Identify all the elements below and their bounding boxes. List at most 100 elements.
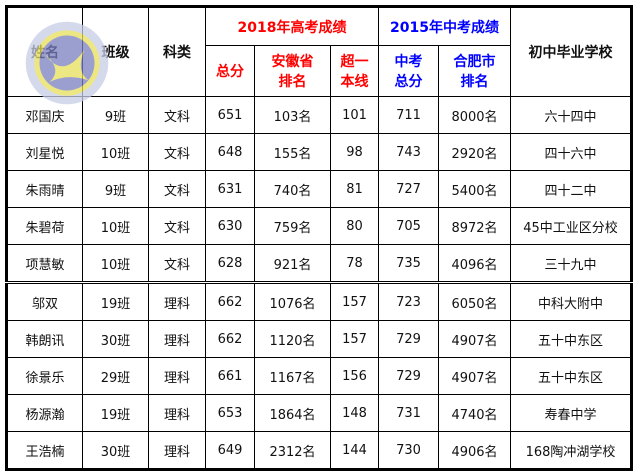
cell-province-rank: 155名 (254, 133, 331, 171)
cell-hefei-rank: 4740名 (438, 394, 511, 432)
cell-gaokao-total: 662 (205, 281, 255, 321)
cell-zhongkao-total: 731 (378, 394, 439, 432)
cell-over-line: 81 (330, 170, 379, 208)
cell-subject: 文科 (148, 170, 206, 208)
table-row: 朱雨晴 9班 文科 631 740名 81 727 5400名 四十二中 (6, 170, 632, 208)
cell-class: 10班 (82, 244, 149, 283)
cell-province-rank: 740名 (254, 170, 331, 208)
cell-over-line: 157 (330, 281, 379, 321)
cell-gaokao-total: 630 (205, 207, 255, 245)
cell-school: 中科大附中 (510, 281, 632, 321)
cell-province-rank: 921名 (254, 244, 331, 283)
cell-class: 30班 (82, 320, 149, 358)
cell-over-line: 156 (330, 357, 379, 395)
cell-name: 项慧敏 (6, 244, 83, 283)
cell-hefei-rank: 8972名 (438, 207, 511, 245)
cell-over-line: 157 (330, 320, 379, 358)
cell-province-rank: 1076名 (254, 281, 331, 321)
cell-province-rank: 1120名 (254, 320, 331, 358)
table-row: 韩朗讯 30班 理科 662 1120名 157 729 4907名 五十中东区 (6, 320, 632, 358)
table-row: 项慧敏 10班 文科 628 921名 78 735 4096名 三十九中 (6, 244, 632, 283)
cell-gaokao-total: 651 (205, 96, 255, 134)
cell-zhongkao-total: 705 (378, 207, 439, 245)
header-subject: 科类 (148, 6, 206, 97)
cell-subject: 文科 (148, 96, 206, 134)
cell-province-rank: 2312名 (254, 431, 331, 470)
cell-class: 19班 (82, 394, 149, 432)
cell-school: 四十二中 (510, 170, 632, 208)
cell-school: 五十中东区 (510, 357, 632, 395)
cell-name: 韩朗讯 (6, 320, 83, 358)
cell-class: 19班 (82, 281, 149, 321)
cell-gaokao-total: 653 (205, 394, 255, 432)
cell-province-rank: 103名 (254, 96, 331, 134)
cell-school: 寿春中学 (510, 394, 632, 432)
cell-subject: 理科 (148, 357, 206, 395)
table-row: 徐景乐 29班 理科 661 1167名 156 729 4907名 五十中东区 (6, 357, 632, 395)
cell-province-rank: 1864名 (254, 394, 331, 432)
header-hefei-rank: 合肥市排名 (438, 45, 511, 97)
header-zhongkao-group: 2015年中考成绩 (378, 6, 511, 46)
header-school: 初中毕业学校 (510, 6, 632, 97)
cell-zhongkao-total: 729 (378, 357, 439, 395)
cell-name: 朱雨晴 (6, 170, 83, 208)
cell-zhongkao-total: 743 (378, 133, 439, 171)
cell-over-line: 148 (330, 394, 379, 432)
cell-hefei-rank: 8000名 (438, 96, 511, 134)
cell-hefei-rank: 6050名 (438, 281, 511, 321)
header-gaokao-total: 总分 (205, 45, 255, 97)
cell-hefei-rank: 2920名 (438, 133, 511, 171)
cell-gaokao-total: 648 (205, 133, 255, 171)
cell-over-line: 80 (330, 207, 379, 245)
cell-over-line: 78 (330, 244, 379, 283)
cell-zhongkao-total: 735 (378, 244, 439, 283)
cell-name: 刘星悦 (6, 133, 83, 171)
header-over-line: 超一本线 (330, 45, 379, 97)
table-row: 刘星悦 10班 文科 648 155名 98 743 2920名 四十六中 (6, 133, 632, 171)
table-row: 邬双 19班 理科 662 1076名 157 723 6050名 中科大附中 (6, 281, 632, 321)
cell-gaokao-total: 649 (205, 431, 255, 470)
cell-school: 四十六中 (510, 133, 632, 171)
cell-name: 王浩楠 (6, 431, 83, 470)
cell-class: 10班 (82, 207, 149, 245)
cell-class: 9班 (82, 96, 149, 134)
header-province-rank: 安徽省排名 (254, 45, 331, 97)
cell-zhongkao-total: 730 (378, 431, 439, 470)
cell-gaokao-total: 661 (205, 357, 255, 395)
table-row: 王浩楠 30班 理科 649 2312名 144 730 4906名 168陶冲湖学校 (6, 431, 632, 470)
header-gaokao-group: 2018年高考成绩 (205, 6, 379, 46)
cell-school: 三十九中 (510, 244, 632, 283)
cell-hefei-rank: 5400名 (438, 170, 511, 208)
cell-over-line: 101 (330, 96, 379, 134)
cell-gaokao-total: 628 (205, 244, 255, 283)
table-row: 杨源瀚 19班 理科 653 1864名 148 731 4740名 寿春中学 (6, 394, 632, 432)
cell-school: 168陶冲湖学校 (510, 431, 632, 470)
cell-class: 29班 (82, 357, 149, 395)
scores-table: 姓名 班级 科类 2018年高考成绩 2015年中考成绩 初中毕业学校 总分 安… (5, 5, 633, 471)
cell-gaokao-total: 662 (205, 320, 255, 358)
cell-hefei-rank: 4907名 (438, 320, 511, 358)
table-row: 邓国庆 9班 文科 651 103名 101 711 8000名 六十四中 (6, 96, 632, 134)
cell-subject: 理科 (148, 281, 206, 321)
cell-gaokao-total: 631 (205, 170, 255, 208)
cell-zhongkao-total: 711 (378, 96, 439, 134)
header-zhongkao-total: 中考总分 (378, 45, 439, 97)
cell-subject: 理科 (148, 431, 206, 470)
cell-over-line: 144 (330, 431, 379, 470)
cell-zhongkao-total: 727 (378, 170, 439, 208)
cell-class: 9班 (82, 170, 149, 208)
cell-zhongkao-total: 729 (378, 320, 439, 358)
cell-class: 30班 (82, 431, 149, 470)
cell-name: 杨源瀚 (6, 394, 83, 432)
cell-subject: 理科 (148, 320, 206, 358)
cell-name: 邬双 (6, 281, 83, 321)
cell-subject: 文科 (148, 244, 206, 283)
cell-hefei-rank: 4906名 (438, 431, 511, 470)
school-logo-watermark (25, 21, 109, 105)
cell-subject: 理科 (148, 394, 206, 432)
cell-school: 六十四中 (510, 96, 632, 134)
cell-name: 徐景乐 (6, 357, 83, 395)
cell-hefei-rank: 4907名 (438, 357, 511, 395)
cell-subject: 文科 (148, 133, 206, 171)
cell-subject: 文科 (148, 207, 206, 245)
